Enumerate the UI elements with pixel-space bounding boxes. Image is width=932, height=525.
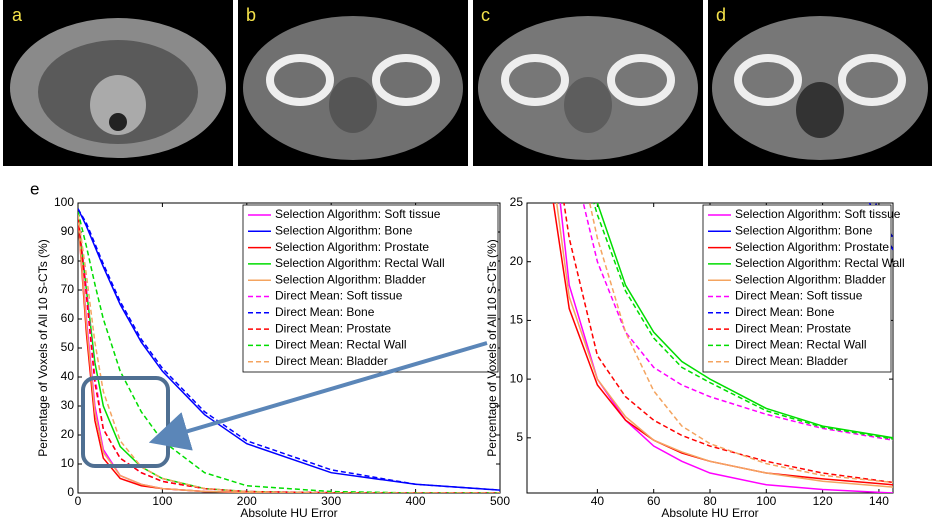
legend-box <box>702 204 892 373</box>
legend-label: Selection Algorithm: Rectal Wall <box>275 256 445 270</box>
x-tick-label: 120 <box>813 494 833 508</box>
legend-label: Selection Algorithm: Soft tissue <box>735 207 901 221</box>
zoom-arrow <box>148 341 488 451</box>
y-tick-label: 50 <box>61 340 75 354</box>
legend-label: Selection Algorithm: Rectal Wall <box>735 256 905 270</box>
y-axis-label: Percentage of Voxels of All 10 S-CTs (%) <box>485 239 499 456</box>
x-tick-label: 80 <box>703 494 717 508</box>
legend-label: Direct Mean: Rectal Wall <box>275 338 407 352</box>
data-line <box>593 203 893 440</box>
legend-label: Direct Mean: Prostate <box>275 321 391 335</box>
x-tick-label: 40 <box>591 494 605 508</box>
panel-label: b <box>246 5 256 25</box>
legend-label: Direct Mean: Bladder <box>735 354 848 368</box>
y-tick-label: 80 <box>61 253 75 267</box>
y-tick-label: 90 <box>61 224 75 238</box>
y-tick-label: 10 <box>510 371 524 385</box>
legend-label: Direct Mean: Bone <box>735 305 835 319</box>
legend-label: Direct Mean: Bladder <box>275 354 388 368</box>
legend-label: Direct Mean: Rectal Wall <box>735 338 867 352</box>
image-panel: b <box>238 0 468 166</box>
image-panel: d <box>708 0 932 166</box>
data-line <box>78 217 500 493</box>
legend-label: Selection Algorithm: Soft tissue <box>275 207 441 221</box>
data-line <box>563 203 893 484</box>
x-tick-label: 400 <box>406 494 426 508</box>
x-tick-label: 60 <box>647 494 661 508</box>
legend-label: Selection Algorithm: Prostate <box>275 240 429 254</box>
legend-label: Selection Algorithm: Prostate <box>735 240 889 254</box>
panel-label: c <box>481 5 490 25</box>
y-tick-label: 70 <box>61 282 75 296</box>
panel-label: d <box>716 5 726 25</box>
y-tick-label: 40 <box>61 369 75 383</box>
x-tick-label: 100 <box>756 494 776 508</box>
panel-label: e <box>30 179 39 198</box>
data-line <box>78 217 500 493</box>
legend-label: Direct Mean: Prostate <box>735 321 851 335</box>
data-line <box>559 203 893 493</box>
x-tick-label: 500 <box>490 494 510 508</box>
y-tick-label: 30 <box>61 398 75 412</box>
x-tick-label: 100 <box>152 494 172 508</box>
legend-label: Selection Algorithm: Bone <box>275 223 413 237</box>
image-panel: a <box>3 0 233 166</box>
x-tick-label: 300 <box>321 494 341 508</box>
panel-label: a <box>12 5 23 25</box>
charts: 0 10 20 30 40 50 60 70 80 90 100 0 100 200 300 400 500 Ab… <box>36 195 905 520</box>
x-tick-label: 0 <box>75 494 82 508</box>
data-line <box>596 203 893 439</box>
data-line <box>78 208 500 491</box>
y-tick-label: 15 <box>510 313 524 327</box>
legend-box <box>242 204 499 373</box>
data-line <box>582 203 893 441</box>
y-tick-label: 20 <box>510 254 524 268</box>
x-axis-label: Absolute HU Error <box>661 506 758 520</box>
legend-label: Selection Algorithm: Bladder <box>735 272 886 286</box>
legend-label: Direct Mean: Soft tissue <box>275 289 403 303</box>
y-tick-label: 20 <box>61 427 75 441</box>
y-axis-label: Percentage of Voxels of All 10 S-CTs (%) <box>36 239 50 456</box>
y-tick-label: 60 <box>61 311 75 325</box>
x-tick-label: 200 <box>237 494 257 508</box>
legend-label: Direct Mean: Soft tissue <box>735 289 863 303</box>
legend-label: Selection Algorithm: Bladder <box>275 272 426 286</box>
data-line <box>555 203 893 488</box>
chart: 5 10 15 20 25 40 60 80 100 120 140 Absolute HU Erro… <box>485 195 905 520</box>
image-panel: c <box>473 0 703 166</box>
x-tick-label: 140 <box>869 494 889 508</box>
y-tick-label: 0 <box>67 485 74 499</box>
y-tick-label: 100 <box>54 195 74 209</box>
y-tick-label: 5 <box>516 430 523 444</box>
data-line <box>78 214 500 493</box>
legend-label: Selection Algorithm: Bone <box>735 223 873 237</box>
legend-label: Direct Mean: Bone <box>275 305 375 319</box>
chart: 0 10 20 30 40 50 60 70 80 90 100 0 100 200 300 400 500 Ab… <box>36 195 510 520</box>
x-axis-label: Absolute HU Error <box>240 506 337 520</box>
y-tick-label: 10 <box>61 456 75 470</box>
y-tick-label: 25 <box>510 195 524 209</box>
data-line <box>78 208 500 491</box>
